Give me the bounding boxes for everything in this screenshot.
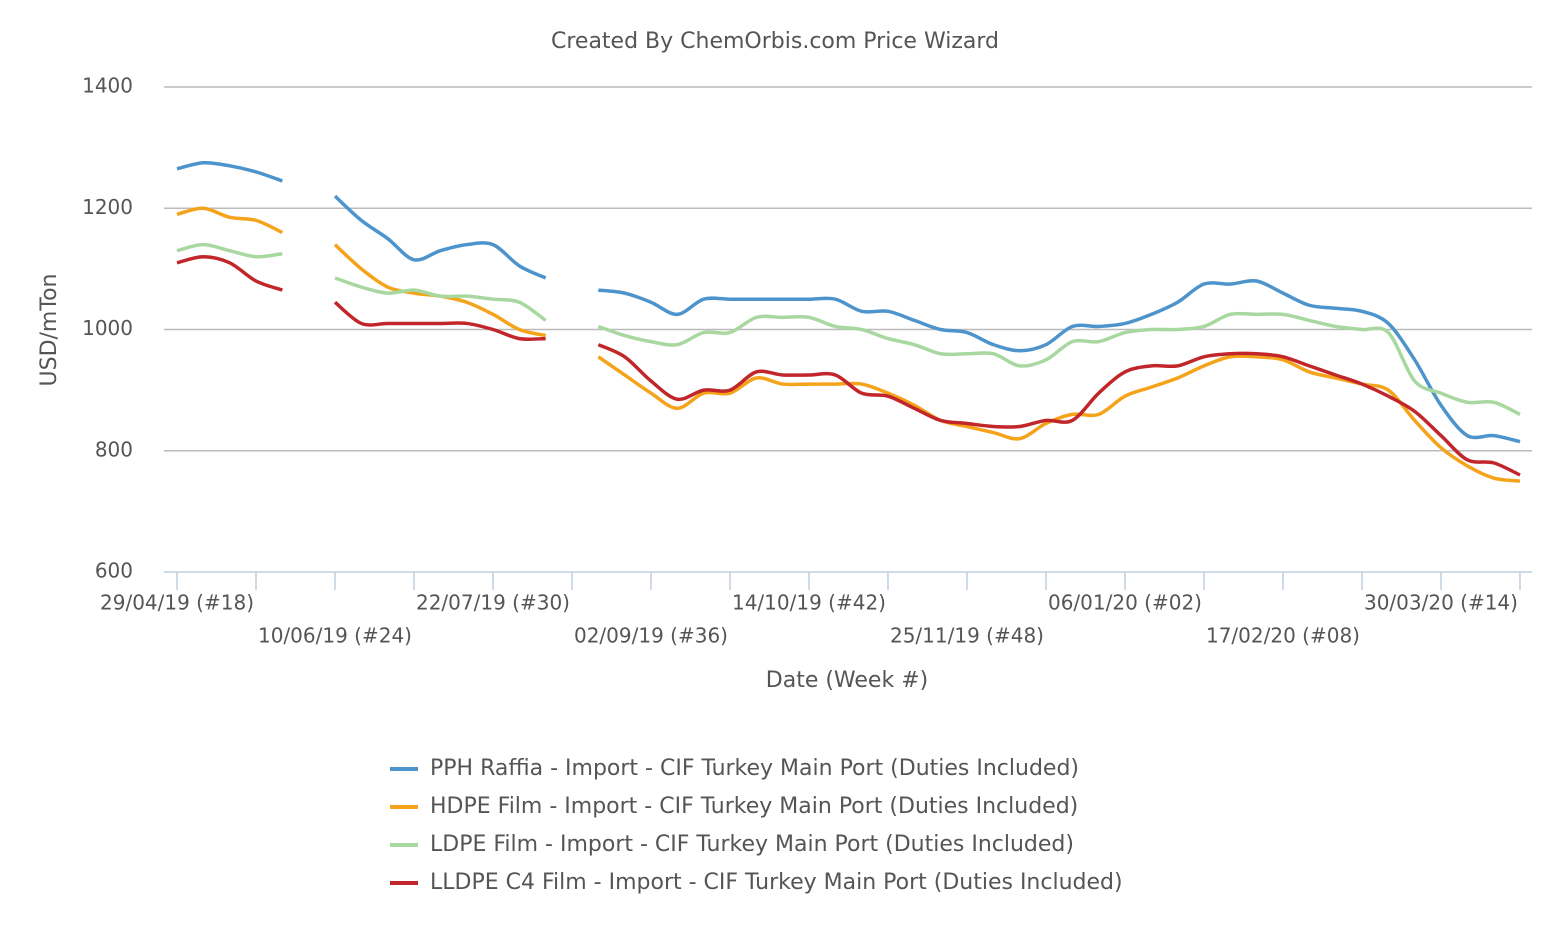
y-tick-label: 600: [95, 559, 133, 583]
legend-label: LLDPE C4 Film - Import - CIF Turkey Main…: [430, 870, 1123, 895]
x-tick-label: 10/06/19 (#24): [258, 624, 412, 648]
x-tick-label: 02/09/19 (#36): [574, 624, 728, 648]
x-tick-label: 22/07/19 (#30): [416, 591, 570, 615]
legend-label: PPH Raffia - Import - CIF Turkey Main Po…: [430, 756, 1079, 781]
chart-title: Created By ChemOrbis.com Price Wizard: [551, 29, 999, 54]
series-line: [176, 160, 1521, 444]
x-tick-label: 25/11/19 (#48): [890, 624, 1044, 648]
y-tick-label: 800: [95, 437, 133, 461]
y-axis-title: USD/mTon: [37, 274, 62, 387]
legend-label: HDPE Film - Import - CIF Turkey Main Por…: [430, 794, 1078, 819]
x-axis-title: Date (Week #): [766, 668, 928, 693]
y-tick-label: 1400: [82, 74, 133, 98]
x-tick-label: 30/03/20 (#14): [1364, 591, 1518, 615]
x-tick-label: 14/10/19 (#42): [732, 591, 886, 615]
x-tick-label: 06/01/20 (#02): [1048, 591, 1202, 615]
y-tick-label: 1000: [82, 316, 133, 340]
series-line: [176, 254, 1521, 477]
series-line: [176, 206, 1521, 483]
legend-label: LDPE Film - Import - CIF Turkey Main Por…: [430, 832, 1074, 857]
y-tick-label: 1200: [82, 195, 133, 219]
x-tick-label: 29/04/19 (#18): [100, 591, 254, 615]
x-tick-label: 17/02/20 (#08): [1206, 624, 1360, 648]
series-line: [176, 242, 1521, 416]
